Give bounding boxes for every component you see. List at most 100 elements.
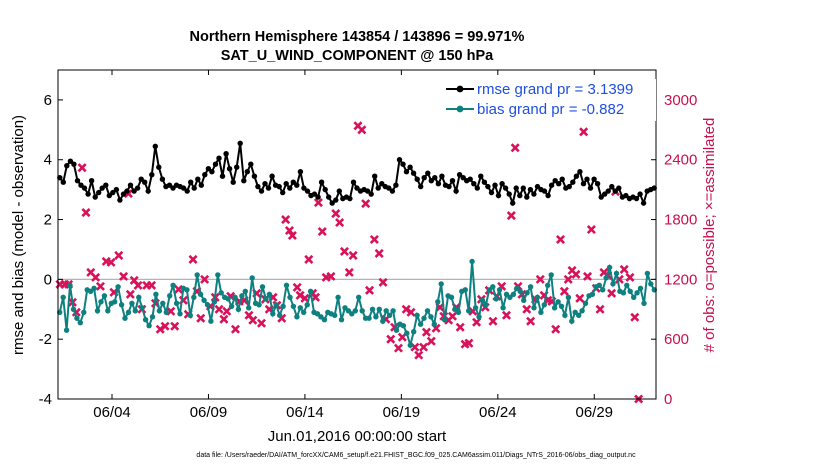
rmse-point: [209, 169, 215, 175]
bias-point: [404, 330, 410, 336]
rmse-point: [311, 191, 318, 197]
y-left-tick-label: 4: [44, 152, 52, 169]
y-right-tick-label: 1200: [664, 271, 697, 288]
bias-point: [421, 315, 427, 321]
x-axis-label: Jun.01,2016 00:00:00 start: [268, 428, 447, 445]
bias-point: [101, 293, 108, 299]
rmse-point: [598, 194, 604, 200]
rmse-point: [315, 194, 321, 200]
rmse-point: [488, 189, 495, 196]
rmse-point: [354, 185, 360, 191]
rmse-point: [290, 179, 296, 185]
bias-point: [620, 290, 627, 296]
bias-point: [496, 287, 503, 293]
assimilated-count-marker: [506, 211, 516, 221]
rmse-point: [81, 185, 88, 191]
rmse-point: [577, 169, 583, 175]
rmse-point: [184, 188, 190, 194]
rmse-point: [418, 183, 424, 190]
assimilated-count-marker: [386, 334, 396, 344]
rmse-point: [103, 182, 109, 188]
bias-point: [67, 282, 73, 288]
rmse-point: [283, 181, 289, 187]
assimilated-count-marker: [369, 234, 379, 245]
assimilated-count-marker: [313, 198, 323, 208]
assimilated-count-marker: [174, 284, 184, 294]
bias-point: [400, 323, 407, 329]
y-right-tick-label: 2400: [664, 152, 697, 169]
rmse-point: [124, 188, 130, 194]
rmse-point: [223, 151, 229, 157]
bias-point: [438, 281, 444, 287]
plot-frame: [57, 69, 657, 400]
rmse-point: [414, 176, 420, 182]
bias-point: [548, 272, 554, 278]
bias-point: [411, 329, 417, 335]
rmse-point: [188, 179, 194, 185]
rmse-point: [64, 163, 70, 169]
rmse-point: [364, 188, 371, 194]
bias-point: [74, 315, 80, 321]
rmse-point: [602, 191, 608, 197]
rmse-point: [616, 185, 622, 191]
rmse-point: [131, 188, 137, 194]
bias-point: [359, 308, 365, 314]
bias-point: [562, 312, 568, 318]
bias-point: [81, 309, 87, 315]
assimilated-count-marker: [625, 272, 635, 282]
assimilated-count-marker: [607, 288, 617, 298]
bias-point: [369, 306, 376, 312]
bias-point: [277, 312, 283, 318]
assimilated-count-marker: [160, 321, 170, 331]
assimilated-count-marker: [77, 163, 87, 173]
bias-point: [603, 275, 609, 281]
y-right-tick-label: 1800: [664, 212, 697, 229]
bias-point: [208, 318, 214, 324]
rmse-point: [545, 192, 551, 199]
rmse-point: [180, 185, 187, 191]
assimilated-count-marker: [472, 317, 482, 327]
bias-point: [335, 294, 341, 300]
bias-point: [610, 281, 616, 287]
rmse-point: [301, 185, 307, 191]
rmse-point: [265, 185, 272, 191]
assimilated-count-marker: [214, 304, 224, 314]
assimilated-count-marker: [125, 289, 135, 299]
bias-point: [493, 296, 499, 302]
x-tick-label: 06/14: [286, 404, 324, 421]
bias-point: [582, 300, 589, 306]
rmse-point: [587, 185, 594, 191]
rmse-point: [510, 200, 516, 206]
rmse-point: [368, 191, 374, 197]
assimilated-count-marker: [551, 324, 561, 334]
bias-point: [132, 308, 138, 314]
y-left-tick-label: 0: [44, 271, 52, 288]
bias-point: [294, 314, 300, 320]
bias-point: [156, 308, 163, 314]
bias-point: [527, 284, 534, 290]
bias-point: [565, 294, 572, 300]
bias-point: [541, 302, 547, 308]
rmse-point: [432, 175, 438, 181]
bias-point: [462, 287, 468, 293]
bias-point: [486, 287, 492, 293]
bias-point: [136, 294, 142, 300]
assimilated-count-marker: [619, 264, 629, 274]
bias-point: [644, 270, 651, 277]
assimilated-count-marker: [147, 280, 157, 290]
x-tick-label: 06/09: [190, 404, 228, 421]
bias-point: [273, 302, 279, 308]
bias-point: [321, 317, 328, 323]
bias-point: [641, 300, 647, 306]
bias-point: [545, 282, 551, 288]
assimilated-count-marker: [414, 350, 424, 360]
assimilated-count-marker: [219, 314, 229, 324]
bias-point: [266, 291, 273, 297]
rmse-point: [556, 181, 562, 187]
bias-point: [510, 291, 517, 297]
bias-point: [349, 311, 355, 317]
rmse-point: [333, 197, 339, 203]
bias-point: [194, 272, 200, 278]
rmse-point: [248, 161, 254, 167]
rmse-point: [156, 164, 162, 170]
